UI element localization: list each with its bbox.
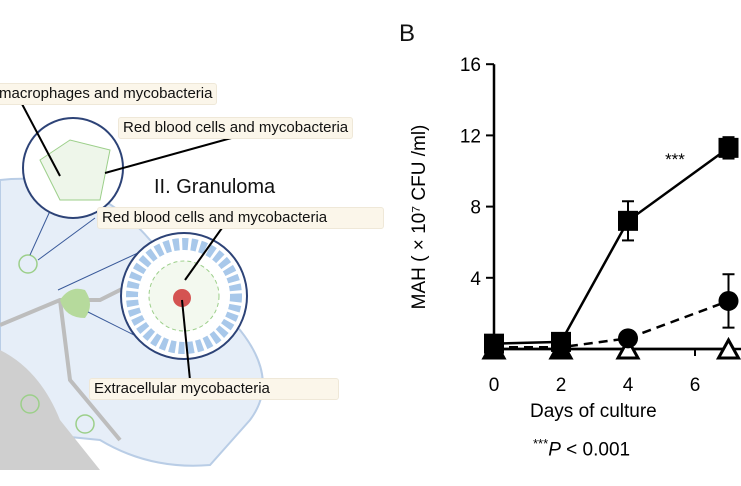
footnote-stars: ***: [533, 436, 549, 451]
granuloma-title: II. Granuloma: [154, 176, 276, 198]
footnote: ***P < 0.001: [533, 436, 630, 461]
data-point-square: [484, 333, 504, 354]
y-tick-label: 8: [470, 198, 481, 219]
x-axis-label: Days of culture: [530, 401, 657, 422]
label-rbc-top: Red blood cells and mycobacteria: [118, 117, 354, 139]
significance-annotation: ***: [665, 150, 685, 169]
chart: 4 8 12 16 0 2 4 6 ***: [460, 55, 741, 396]
footnote-value: < 0.001: [560, 439, 631, 461]
data-point-circle: [618, 328, 638, 349]
data-point-square: [618, 210, 638, 231]
series-line-circle: [494, 299, 729, 349]
alveoli-icons: [18, 254, 95, 434]
y-tick-label: 16: [460, 55, 481, 76]
x-tick-label: 6: [690, 375, 701, 396]
y-tick-label: 4: [470, 269, 481, 290]
data-point-square: [551, 331, 571, 352]
panel-label: B: [399, 20, 416, 47]
y-tick-label: 12: [460, 126, 481, 147]
lung-diagram: [0, 103, 264, 470]
x-tick-label: 0: [489, 375, 500, 396]
label-rbc-granuloma: Red blood cells and mycobacteria: [97, 207, 384, 229]
y-axis-label: MAH ( × 10⁷ CFU /ml): [409, 124, 430, 310]
x-tick-label: 4: [623, 375, 634, 396]
x-tick-label: 2: [556, 375, 567, 396]
data-point-square: [718, 137, 739, 158]
data-point-triangle: [615, 336, 641, 360]
data-point-triangle: [715, 336, 741, 360]
series-line-square: [493, 146, 730, 345]
label-extracellular: Extracellular mycobacteria: [89, 378, 339, 400]
footnote-p: P: [548, 439, 561, 461]
label-macrophages: macrophages and mycobacteria: [0, 83, 218, 105]
data-point-circle: [718, 290, 739, 311]
granuloma-lesion: [60, 288, 90, 318]
